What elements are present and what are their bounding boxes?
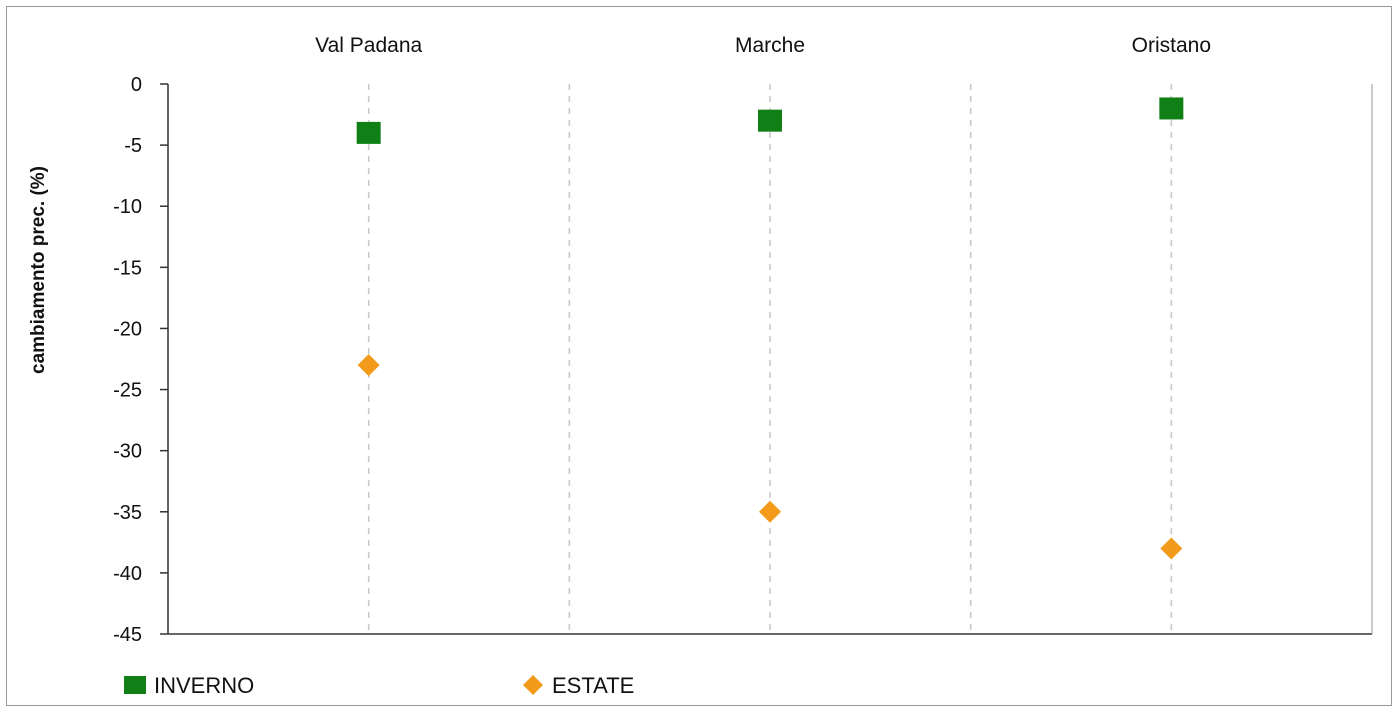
- y-axis-title: cambiamento prec. (%): [28, 166, 49, 374]
- estate-marker: [1160, 537, 1183, 560]
- y-tick-label: -25: [113, 380, 142, 402]
- chart-frame: [6, 6, 1392, 706]
- estate-marker: [357, 354, 380, 377]
- category-label: Oristano: [1132, 34, 1211, 57]
- y-tick-label: -20: [113, 318, 142, 340]
- y-tick-label: -40: [113, 563, 142, 585]
- inverno-marker: [1159, 97, 1184, 120]
- y-tick-label: 0: [131, 74, 142, 96]
- legend-estate-swatch: [523, 675, 543, 695]
- y-tick-label: -45: [113, 624, 142, 646]
- y-tick-label: -30: [113, 441, 142, 463]
- estate-marker: [759, 500, 781, 523]
- inverno-marker: [758, 109, 782, 132]
- y-tick-label: -5: [124, 135, 142, 157]
- category-label: Marche: [735, 34, 805, 57]
- legend-inverno-swatch: [124, 676, 146, 694]
- y-tick-label: -15: [113, 257, 142, 279]
- inverno-marker: [356, 121, 381, 144]
- legend-label: ESTATE: [552, 673, 634, 698]
- y-tick-label: -10: [113, 196, 142, 218]
- category-label: Val Padana: [315, 34, 422, 57]
- y-tick-label: -35: [113, 502, 142, 524]
- legend-label: INVERNO: [154, 673, 254, 698]
